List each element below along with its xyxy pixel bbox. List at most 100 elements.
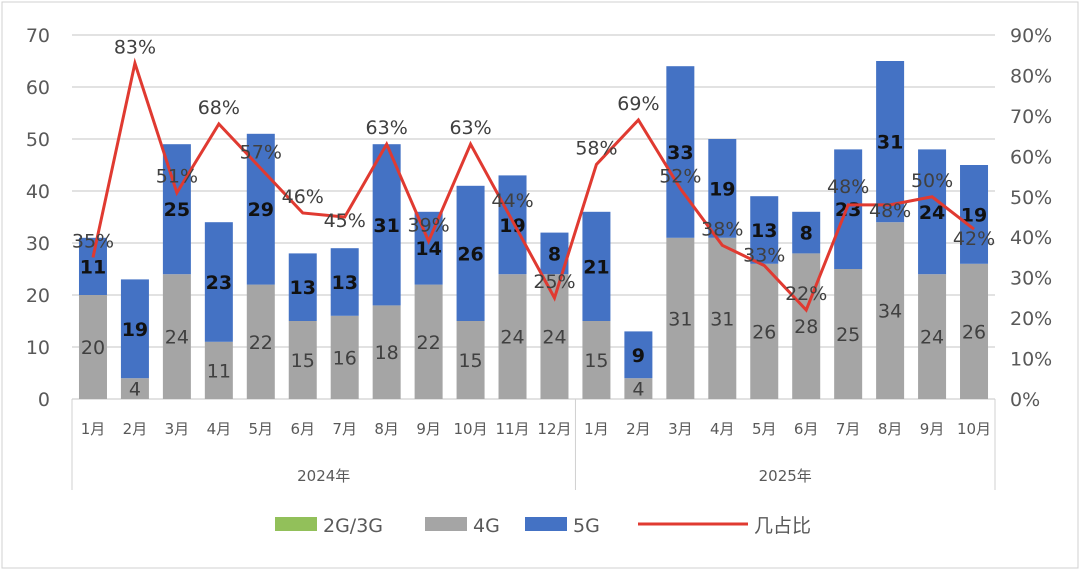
data-label-5g: 23: [206, 272, 232, 294]
bar-5g: [414, 211, 443, 285]
data-label-5g: 29: [248, 199, 274, 221]
data-label-5g: 31: [373, 215, 399, 237]
data-label-share: 51%: [156, 166, 198, 188]
x-tick-label: 2月: [626, 420, 651, 438]
data-label-4g: 26: [752, 321, 776, 343]
data-label-share: 45%: [324, 210, 366, 232]
data-label-share: 38%: [701, 218, 743, 240]
data-label-share: 46%: [282, 186, 324, 208]
data-label-4g: 4: [632, 379, 644, 401]
bar-4g: [456, 321, 485, 399]
x-tick-label: 4月: [207, 420, 232, 438]
data-label-4g: 28: [794, 316, 818, 338]
data-label-5g: 8: [548, 243, 561, 265]
y-right-tick: 40%: [1010, 227, 1052, 249]
bar-5g: [750, 196, 779, 264]
data-label-share: 69%: [617, 93, 659, 115]
data-label-share: 57%: [240, 141, 282, 163]
data-label-share: 48%: [827, 176, 869, 198]
x-tick-label: 9月: [920, 420, 945, 438]
legend-swatch: [525, 517, 567, 531]
data-label-4g: 15: [584, 350, 608, 372]
data-label-4g: 20: [81, 337, 105, 359]
x-tick-label: 1月: [81, 420, 106, 438]
data-label-4g: 16: [333, 347, 357, 369]
bar-4g: [582, 321, 611, 399]
bar-5g: [120, 279, 149, 379]
y-left-tick: 20: [26, 285, 50, 307]
data-label-5g: 13: [290, 277, 316, 299]
y-left-tick: 70: [26, 25, 50, 47]
y-left-tick: 50: [26, 129, 50, 151]
bar-5g: [204, 222, 233, 342]
data-label-share: 35%: [72, 230, 114, 252]
bar-4g: [120, 378, 149, 399]
bar-5g: [330, 248, 359, 316]
group-label: 2025年: [759, 467, 812, 485]
bar-4g: [288, 321, 317, 399]
data-label-4g: 25: [836, 324, 860, 346]
y-right-tick: 50%: [1010, 187, 1052, 209]
data-label-4g: 31: [668, 308, 692, 330]
bar-5g: [456, 185, 485, 321]
bar-4g: [330, 315, 359, 399]
y-right-tick: 80%: [1010, 65, 1052, 87]
x-tick-label: 6月: [794, 420, 819, 438]
data-label-4g: 22: [249, 332, 273, 354]
data-label-5g: 11: [80, 256, 106, 278]
data-label-share: 39%: [407, 214, 449, 236]
data-label-5g: 19: [961, 204, 987, 226]
bar-4g: [750, 263, 779, 399]
data-label-share: 25%: [533, 271, 575, 293]
bar-4g: [834, 269, 863, 399]
x-tick-label: 3月: [165, 420, 190, 438]
data-label-share: 52%: [659, 166, 701, 188]
data-label-5g: 24: [919, 202, 945, 224]
x-tick-label: 10月: [957, 420, 991, 438]
bar-4g: [78, 295, 107, 399]
bar-4g: [792, 253, 821, 399]
bar-5g: [708, 139, 737, 238]
data-label-5g: 13: [751, 220, 777, 242]
data-label-4g: 31: [710, 308, 734, 330]
bar-5g: [498, 175, 527, 275]
x-tick-label: 7月: [836, 420, 861, 438]
bar-4g: [708, 237, 737, 399]
bar-4g: [918, 274, 947, 399]
data-label-5g: 25: [164, 199, 190, 221]
bar-4g: [498, 274, 527, 399]
data-label-4g: 24: [500, 327, 524, 349]
data-label-5g: 31: [877, 132, 903, 154]
legend-swatch: [425, 517, 467, 531]
x-tick-label: 5月: [752, 420, 777, 438]
data-label-5g: 8: [800, 223, 813, 245]
y-left-tick: 40: [26, 181, 50, 203]
bar-4g: [162, 274, 191, 399]
bar-5g: [918, 149, 947, 275]
bar-5g: [792, 211, 821, 254]
data-label-share: 58%: [575, 137, 617, 159]
y-right-tick: 70%: [1010, 106, 1052, 128]
data-label-share: 42%: [953, 228, 995, 250]
legend-label: 2G/3G: [323, 515, 383, 537]
data-label-4g: 26: [962, 321, 986, 343]
data-label-5g: 14: [415, 238, 441, 260]
data-label-5g: 9: [632, 345, 645, 367]
y-right-tick: 30%: [1010, 268, 1052, 290]
data-label-share: 68%: [198, 97, 240, 119]
bar-4g: [960, 263, 989, 399]
bar-4g: [666, 237, 695, 399]
y-left-tick: 60: [26, 77, 50, 99]
data-label-4g: 22: [417, 332, 441, 354]
legend-label: 4G: [473, 515, 500, 537]
data-label-4g: 18: [375, 342, 399, 364]
data-label-share: 83%: [114, 36, 156, 58]
line-share: [91, 57, 975, 313]
y-right-tick: 20%: [1010, 308, 1052, 330]
data-label-share: 48%: [869, 200, 911, 222]
data-label-4g: 34: [878, 301, 902, 323]
data-label-4g: 15: [458, 350, 482, 372]
data-label-5g: 23: [835, 199, 861, 221]
x-tick-label: 10月: [454, 420, 488, 438]
